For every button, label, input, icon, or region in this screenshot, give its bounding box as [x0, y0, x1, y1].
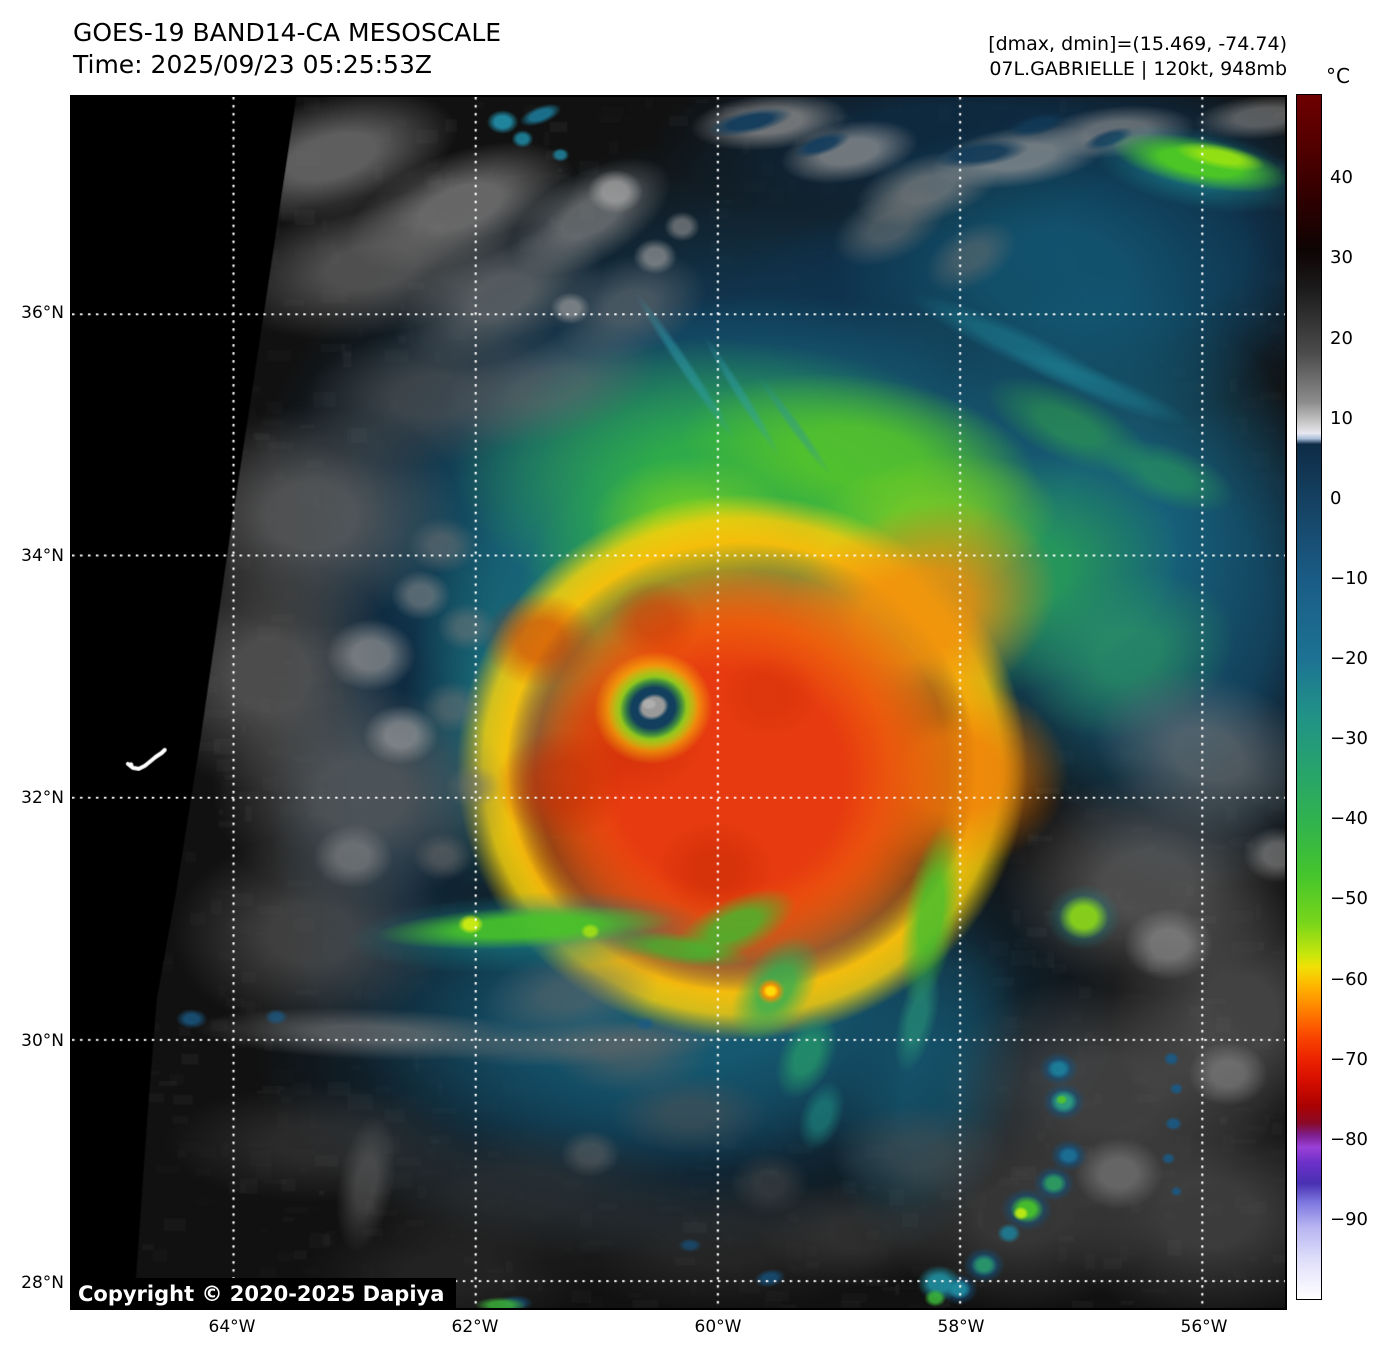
colorbar-tick-label: 40 — [1330, 167, 1353, 188]
colorbar-tick-label: −30 — [1330, 728, 1368, 749]
copyright-badge: Copyright © 2020-2025 Dapiya — [70, 1278, 457, 1310]
lon-tick-label: 64°W — [208, 1317, 256, 1337]
lon-tick-label: 62°W — [451, 1317, 499, 1337]
colorbar-tick-label: −90 — [1330, 1209, 1368, 1230]
satellite-map-canvas — [72, 97, 1285, 1308]
colorbar-tick-label: −10 — [1330, 568, 1368, 589]
colorbar-tick-label: 30 — [1330, 247, 1353, 268]
colorbar-tick-label: 20 — [1330, 328, 1353, 349]
product-title: GOES-19 BAND14-CA MESOSCALE — [73, 18, 502, 47]
lon-tick-label: 60°W — [694, 1317, 742, 1337]
lon-tick-label: 58°W — [937, 1317, 985, 1337]
lat-tick-label: 34°N — [21, 546, 64, 566]
lat-tick-label: 36°N — [21, 303, 64, 323]
colorbar-tick-label: 10 — [1330, 408, 1353, 429]
colorbar-unit-label: °C — [1326, 64, 1350, 88]
lat-tick-label: 30°N — [21, 1031, 64, 1051]
temperature-colorbar — [1296, 94, 1322, 1300]
colorbar-tick-label: −20 — [1330, 648, 1368, 669]
colorbar-tick-label: 0 — [1330, 488, 1342, 509]
colorbar-tick-label: −80 — [1330, 1129, 1368, 1150]
colorbar-tick-label: −40 — [1330, 808, 1368, 829]
lat-tick-label: 32°N — [21, 788, 64, 808]
product-timestamp: Time: 2025/09/23 05:25:53Z — [73, 50, 432, 79]
satellite-image — [70, 95, 1287, 1310]
colorbar-tick-label: −70 — [1330, 1049, 1368, 1070]
colorbar-tick-label: −50 — [1330, 888, 1368, 909]
lon-tick-label: 56°W — [1180, 1317, 1228, 1337]
colorbar-tick-label: −60 — [1330, 969, 1368, 990]
lat-tick-label: 28°N — [21, 1273, 64, 1293]
dmax-dmin-readout: [dmax, dmin]=(15.469, -74.74) — [988, 33, 1287, 55]
storm-intensity-readout: 07L.GABRIELLE | 120kt, 948mb — [989, 58, 1287, 80]
